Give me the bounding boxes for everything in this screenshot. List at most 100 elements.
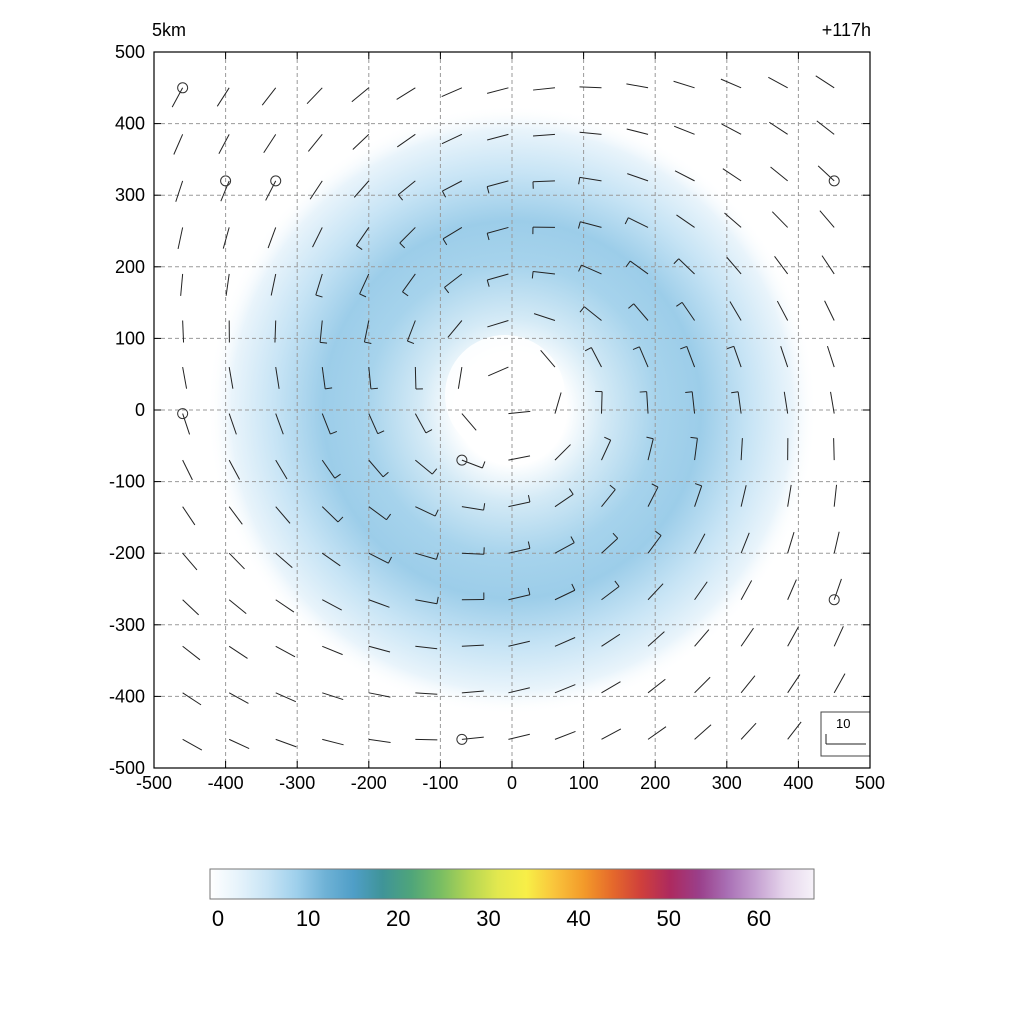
wind-barb-flag xyxy=(655,530,662,536)
wind-barb-shaft xyxy=(694,676,711,694)
colorbar-tick-label: 10 xyxy=(296,906,320,931)
wind-barb-shaft xyxy=(415,599,438,605)
colorbar-tick-label: 0 xyxy=(212,906,224,931)
wind-barb-shaft xyxy=(275,738,297,748)
x-tick-label: -500 xyxy=(136,773,172,793)
wind-barb-shaft xyxy=(681,302,695,321)
wind-barb-shaft xyxy=(447,320,463,338)
calm-circle xyxy=(828,175,840,187)
wind-barb-flag xyxy=(579,306,585,313)
wind-barb-shaft xyxy=(540,350,556,368)
x-tick-label: 400 xyxy=(783,773,813,793)
wind-barb-shaft xyxy=(182,738,203,751)
wind-barb-shaft xyxy=(740,532,750,554)
wind-barb-shaft xyxy=(726,256,742,275)
y-tick-label: -400 xyxy=(109,686,145,706)
wind-barb-shaft xyxy=(275,413,284,435)
wind-barb-flag xyxy=(673,258,680,265)
wind-barb-shaft xyxy=(694,485,703,507)
wind-barb-shaft xyxy=(175,180,184,202)
wind-barb-shaft xyxy=(307,134,323,152)
y-tick-label: 100 xyxy=(115,328,145,348)
wind-barb-shaft xyxy=(487,180,509,188)
wind-barb-shaft xyxy=(638,346,649,368)
wind-barb-shaft xyxy=(173,134,184,155)
wind-barb-shaft xyxy=(554,731,576,740)
wind-barb-shaft xyxy=(322,692,344,701)
wind-barb-shaft xyxy=(821,255,835,275)
wind-barb-shaft xyxy=(554,444,571,461)
wind-barb-shaft xyxy=(457,366,463,389)
wind-barb-flag xyxy=(315,294,323,298)
wind-barb-shaft xyxy=(359,273,370,295)
wind-barb-shaft xyxy=(322,645,343,656)
wind-barb-shaft xyxy=(601,728,622,740)
wind-barb-shaft xyxy=(694,533,706,554)
y-tick-label: -500 xyxy=(109,758,145,778)
wind-barb-shaft xyxy=(461,506,484,511)
wind-barb-shaft xyxy=(532,133,555,137)
wind-barb-shaft xyxy=(694,724,712,740)
wind-barb-shaft xyxy=(441,133,463,145)
wind-barb-shaft xyxy=(554,637,576,647)
wind-barb-flag xyxy=(370,387,378,390)
x-tick-label: 100 xyxy=(569,773,599,793)
wind-barb-shaft xyxy=(833,531,840,554)
wind-barb-flag xyxy=(727,345,734,350)
wind-barb-shaft xyxy=(265,180,277,201)
wind-barb-shaft xyxy=(319,320,323,343)
wind-barb-shaft xyxy=(368,738,391,743)
calm-circle xyxy=(177,82,189,94)
wind-barb-shaft xyxy=(674,170,695,182)
wind-barb-shaft xyxy=(722,168,742,182)
wind-barb-flag xyxy=(632,346,640,350)
wind-barb-shaft xyxy=(182,459,193,481)
wind-barb-shaft xyxy=(787,721,802,740)
wind-barb-shaft xyxy=(601,537,619,554)
wind-barb-shaft xyxy=(228,459,241,480)
wind-barb-shaft xyxy=(694,629,710,647)
wind-barb-shaft xyxy=(415,692,438,695)
wind-barb-shaft xyxy=(415,645,438,650)
wind-barb-flag xyxy=(570,536,575,543)
wind-barb-flag xyxy=(431,468,438,475)
wind-barb-shaft xyxy=(647,438,654,461)
wind-barbs xyxy=(171,75,847,751)
wind-barb-shaft xyxy=(733,346,742,368)
wind-barb-shaft xyxy=(833,484,838,507)
wind-barb-flag xyxy=(584,347,592,352)
wind-barb-shaft xyxy=(220,180,230,202)
y-tick-label: 300 xyxy=(115,185,145,205)
wind-barb-shaft xyxy=(720,78,742,89)
wind-barb-shaft xyxy=(275,645,296,658)
wind-barb-shaft xyxy=(414,367,417,390)
wind-barb-shaft xyxy=(487,87,509,94)
wind-barb-shaft xyxy=(633,303,649,321)
wind-barb-shaft xyxy=(444,273,463,288)
wind-barb-shaft xyxy=(647,678,666,694)
wind-barb-shaft xyxy=(228,599,247,615)
wind-barb-flag xyxy=(337,516,344,523)
wind-barb-shaft xyxy=(678,258,695,275)
colorbar-ticks: 0 10 20 30 40 50 60 xyxy=(212,906,771,931)
wind-barb-shaft xyxy=(774,256,789,275)
chart-title-left: 5km xyxy=(152,20,186,40)
wind-barb-flag xyxy=(578,177,581,185)
wind-barb-shaft xyxy=(815,75,835,89)
wind-barb-shaft xyxy=(508,733,530,740)
wind-barb-shaft xyxy=(442,180,463,192)
wind-barb-shaft xyxy=(601,439,612,461)
wind-barb-shaft xyxy=(628,217,649,228)
wind-barb-shaft xyxy=(487,320,509,328)
x-tick-label: -100 xyxy=(422,773,458,793)
wind-barb-flag xyxy=(577,221,581,229)
wind-barb-flag xyxy=(442,238,448,246)
wind-barb-shaft xyxy=(694,581,708,601)
wind-barb-flag xyxy=(377,430,385,435)
wind-barb-flag xyxy=(330,431,338,435)
wind-barb-shaft xyxy=(351,87,370,103)
wind-barb-shaft xyxy=(461,644,484,647)
wind-barb-shaft xyxy=(647,726,667,740)
wind-barb-shaft xyxy=(579,176,602,182)
